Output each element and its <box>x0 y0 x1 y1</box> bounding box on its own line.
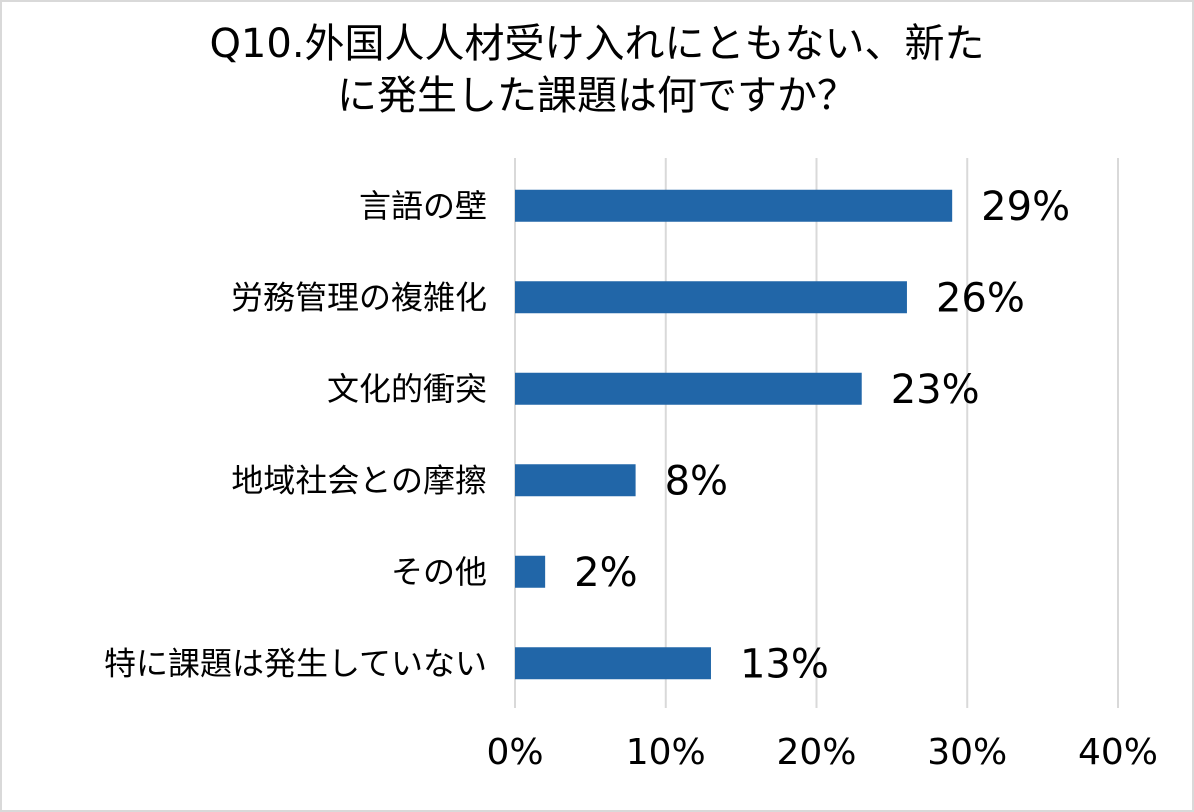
bar <box>515 189 953 222</box>
bar <box>515 464 636 497</box>
gridlines <box>514 158 1119 708</box>
bar <box>515 281 907 314</box>
data-label: 8% <box>665 458 728 504</box>
data-label: 2% <box>574 550 637 596</box>
bar <box>515 555 546 588</box>
bar <box>515 372 862 405</box>
data-label: 29% <box>981 184 1070 230</box>
bars <box>515 189 953 680</box>
data-labels: 29% 26% 23% 8% 2% 13% <box>574 184 1070 688</box>
x-tick-label: 0% <box>486 732 543 773</box>
category-label: 労務管理の複雑化 <box>231 278 487 316</box>
category-label: 文化的衝突 <box>327 370 487 408</box>
x-tick-label: 10% <box>626 732 706 773</box>
category-label: 言語の壁 <box>359 187 487 225</box>
chart-title: Q10.外国人人材受け入れにともない、新た に発生した課題は何ですか？ <box>209 21 985 119</box>
data-label: 13% <box>740 641 829 687</box>
category-label: 特に課題は発生していない <box>104 644 487 682</box>
data-label: 23% <box>891 367 980 413</box>
category-label: その他 <box>391 553 487 591</box>
bar <box>515 647 711 680</box>
data-label: 26% <box>936 275 1025 321</box>
x-tick-label: 30% <box>927 732 1007 773</box>
x-axis-tick-labels: 0% 10% 20% 30% 40% <box>486 732 1158 773</box>
x-tick-label: 20% <box>776 732 856 773</box>
category-label: 地域社会との摩擦 <box>231 461 487 499</box>
x-tick-label: 40% <box>1078 732 1158 773</box>
